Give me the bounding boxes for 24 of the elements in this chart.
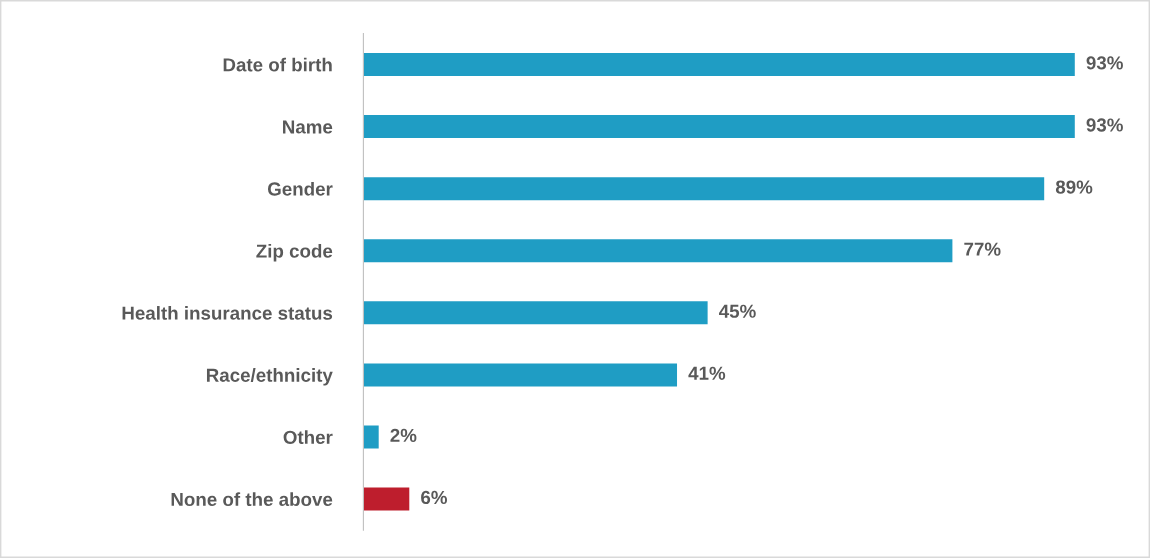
- data-label: 2%: [390, 428, 417, 442]
- data-label: 93%: [1086, 118, 1123, 132]
- data-label: 89%: [1055, 180, 1093, 194]
- bar: [363, 363, 678, 387]
- y-tick-label: Other: [283, 430, 333, 444]
- bar: [363, 53, 1075, 76]
- data-label: 45%: [719, 304, 756, 318]
- data-label: 77%: [964, 242, 1001, 256]
- bar: [363, 115, 1075, 139]
- y-tick-label: Date of birth: [223, 57, 332, 72]
- bar: [363, 177, 1045, 201]
- data-label: 93%: [1086, 56, 1123, 70]
- y-tick-label: Gender: [267, 181, 333, 196]
- y-tick-label: Zip code: [256, 243, 333, 262]
- bar: [363, 425, 379, 449]
- bar: [363, 487, 410, 511]
- bar: [363, 239, 953, 263]
- y-tick-label: None of the above: [171, 492, 333, 507]
- bar: [363, 301, 708, 325]
- y-tick-label: Health insurance status: [122, 306, 333, 320]
- data-label: 6%: [421, 490, 448, 505]
- y-tick-label: Race/ethnicity: [206, 368, 333, 386]
- data-label: 41%: [688, 366, 726, 380]
- y-tick-label: Name: [283, 120, 333, 134]
